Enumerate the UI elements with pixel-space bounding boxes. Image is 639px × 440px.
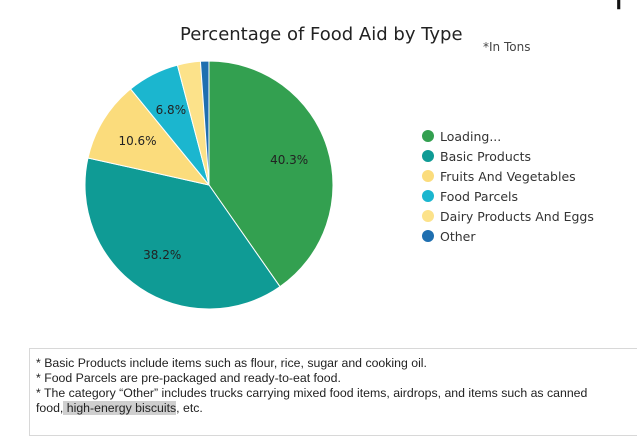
legend-swatch-icon [422,190,434,202]
pie-slice-5[interactable] [199,60,210,186]
legend-swatch-icon [422,170,434,182]
legend-item-0[interactable]: Loading... [422,126,594,146]
legend-label: Other [440,228,476,244]
footnotes-panel: * Basic Products include items such as f… [29,348,637,436]
chart-legend: Loading... Basic Products Fruits And Veget… [422,126,594,246]
slice-label-2: 10.6% [118,134,156,148]
highlighted-text: high-energy biscuits [63,401,177,415]
footnote-basic-products: * Basic Products include items such as f… [36,356,427,370]
legend-label: Food Parcels [440,188,518,204]
legend-swatch-icon [422,150,434,162]
legend-swatch-icon [422,230,434,242]
legend-label: Dairy Products And Eggs [440,208,594,224]
chart-title: Percentage of Food Aid by Type [180,24,463,45]
pie-slice-1[interactable] [84,157,281,310]
pie-chart: 40.3% 38.2% 10.6% 6.8% [84,60,334,310]
footnote-etc: , etc. [176,401,203,415]
legend-item-1[interactable]: Basic Products [422,146,594,166]
footnote-food-prefix: food, [36,401,64,415]
legend-label: Fruits And Vegetables [440,168,576,184]
slice-label-3: 6.8% [156,103,187,117]
footnote-other-continued: food, high-energy biscuits, etc. [36,401,637,416]
pie-slice-2[interactable] [87,88,211,186]
legend-swatch-icon [422,130,434,142]
legend-swatch-icon [422,210,434,222]
legend-item-5[interactable]: Other [422,226,594,246]
legend-item-2[interactable]: Fruits And Vegetables [422,166,594,186]
corner-glyph: F [614,0,632,14]
chart-subtitle: *In Tons [483,40,531,54]
footnote-other-category: * The category “Other” includes trucks c… [36,386,588,400]
slice-label-1: 38.2% [143,248,181,262]
legend-item-3[interactable]: Food Parcels [422,186,594,206]
legend-label: Basic Products [440,148,532,164]
slice-label-0: 40.3% [270,153,308,167]
legend-item-4[interactable]: Dairy Products And Eggs [422,206,594,226]
footnote-food-parcels: * Food Parcels are pre-packaged and read… [36,371,341,385]
legend-label: Loading... [440,128,502,144]
pie-slice-0[interactable] [208,60,334,288]
